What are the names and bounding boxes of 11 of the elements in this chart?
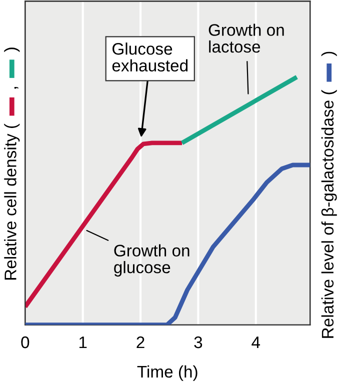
x-tick-label: 2 — [136, 336, 144, 348]
y-axis-title: Relative cell density ( , ) — [4, 48, 20, 280]
x-axis-title: Time (h) — [137, 365, 198, 381]
annotation: Growth on lactose — [208, 24, 284, 53]
x-tick-label: 0 — [21, 336, 30, 348]
annotation: Glucose exhausted — [112, 42, 188, 72]
annotation: Growth on glucose — [114, 244, 190, 277]
x-tick-label: 3 — [194, 336, 202, 348]
x-tick-label: 4 — [252, 336, 260, 348]
y2-axis-title: Relative level of β-galactosidase ( ) — [321, 52, 337, 338]
x-tick-label: 1 — [79, 336, 87, 348]
